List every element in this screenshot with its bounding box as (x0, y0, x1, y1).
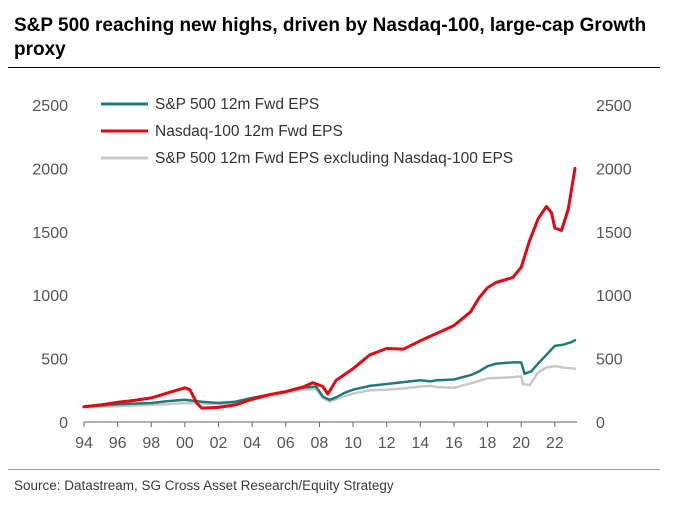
x-tick-label: 96 (109, 435, 127, 452)
footer-divider (8, 469, 660, 470)
y-tick-label-left: 500 (41, 352, 68, 369)
series-line-1 (82, 166, 577, 410)
y-tick-label-left: 1000 (32, 288, 68, 305)
y-tick-label-right: 1500 (596, 225, 632, 242)
x-tick-label: 12 (378, 435, 396, 452)
x-tick-label: 14 (411, 435, 429, 452)
x-tick-label: 00 (176, 435, 194, 452)
chart-title: S&P 500 reaching new highs, driven by Na… (14, 15, 647, 60)
y-tick-label-right: 2500 (596, 98, 632, 115)
x-tick-label: 16 (445, 435, 463, 452)
x-tick-label: 06 (277, 435, 295, 452)
y-tick-label-left: 1500 (32, 225, 68, 242)
y-tick-label-right: 500 (596, 352, 623, 369)
legend-label: S&P 500 12m Fwd EPS (155, 96, 319, 113)
series-line-0 (82, 338, 577, 409)
y-tick-label-right: 0 (596, 415, 605, 432)
legend: S&P 500 12m Fwd EPS Nasdaq-100 12m Fwd EP… (101, 96, 513, 167)
x-tick-label: 18 (479, 435, 497, 452)
x-axis: 94 96 98 00 02 04 06 08 10 12 14 16 18 20 22 (75, 421, 577, 452)
y-axis-right-ticks: 0 500 1000 1500 2000 2500 (596, 98, 632, 432)
y-tick-label-right: 1000 (596, 288, 632, 305)
title-divider (8, 67, 660, 68)
x-tick-label: 08 (311, 435, 329, 452)
y-axis-left-ticks: 0 500 1000 1500 2000 2500 (32, 98, 68, 432)
x-tick-label: 02 (210, 435, 228, 452)
y-tick-label-right: 2000 (596, 161, 632, 178)
y-tick-label-left: 0 (59, 415, 68, 432)
x-tick-label: 10 (344, 435, 362, 452)
x-tick-label: 04 (243, 435, 261, 452)
series-line-2 (82, 364, 577, 409)
x-tick-label: 22 (546, 435, 564, 452)
y-tick-label-left: 2500 (32, 98, 68, 115)
x-tick-label: 20 (512, 435, 530, 452)
x-tick-label: 94 (75, 435, 93, 452)
legend-label: Nasdaq-100 12m Fwd EPS (155, 123, 343, 140)
x-tick-label: 98 (142, 435, 160, 452)
source-note: Source: Datastream, SG Cross Asset Resea… (14, 478, 394, 493)
legend-label: S&P 500 12m Fwd EPS excluding Nasdaq-100… (155, 150, 513, 167)
series-lines (82, 166, 577, 410)
y-tick-label-left: 2000 (32, 161, 68, 178)
